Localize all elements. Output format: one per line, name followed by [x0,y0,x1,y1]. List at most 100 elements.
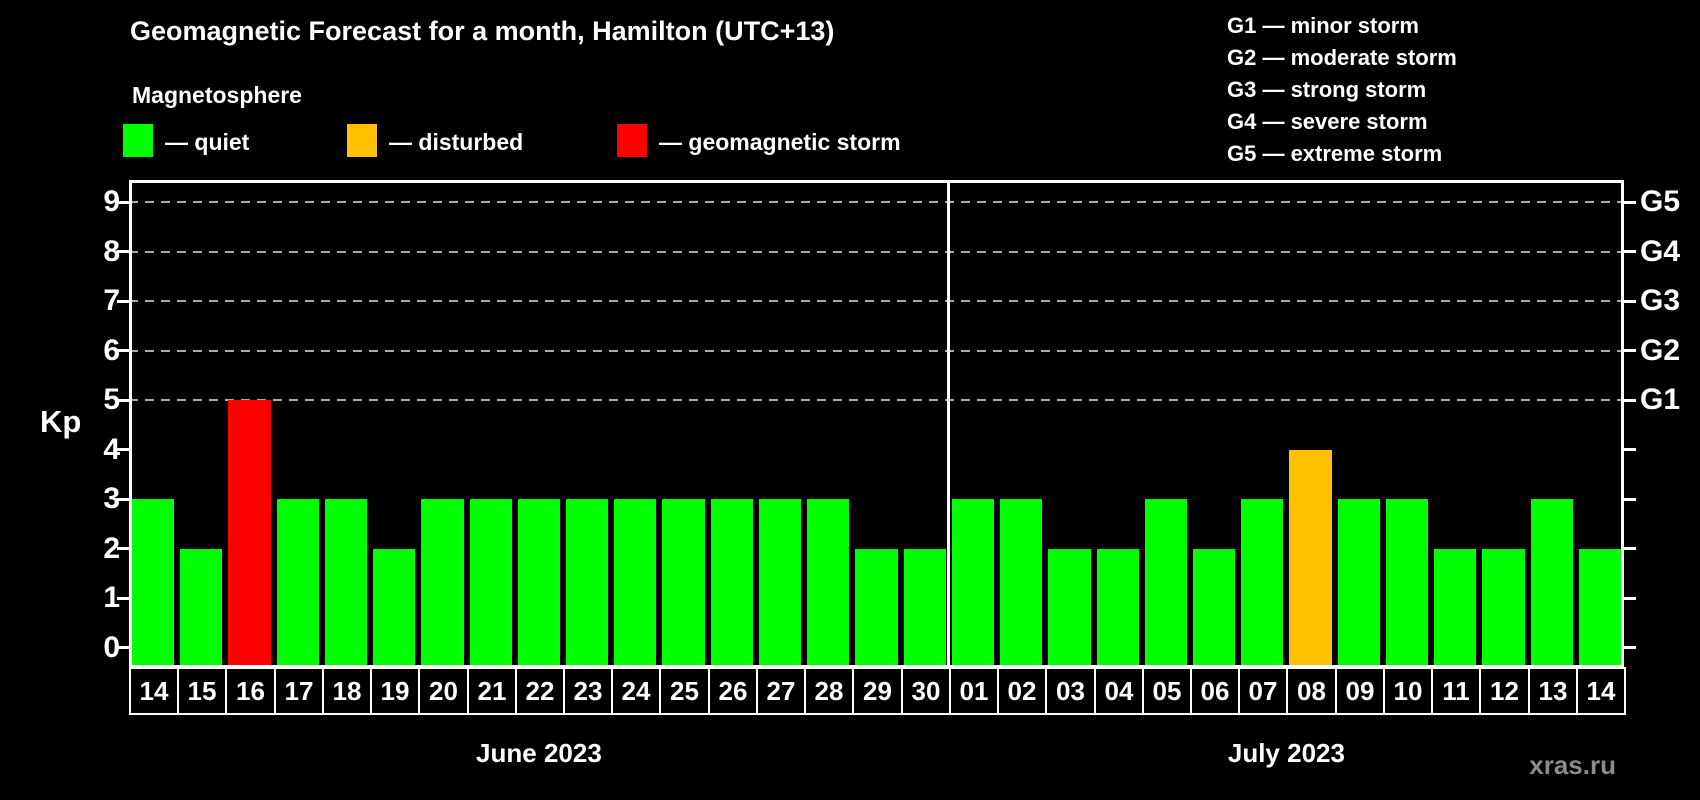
kp-bar-june-29 [855,548,898,665]
day-cell-july-01: 01 [949,667,999,715]
quiet-legend-swatch [123,124,153,157]
y-tick-left-3 [117,497,129,501]
right-axis-label-g1: G1 [1640,383,1681,417]
kp-bar-june-16 [228,400,271,665]
chart-title: Geomagnetic Forecast for a month, Hamilt… [130,16,835,46]
kp-bar-june-30 [903,548,946,665]
gridline-kp8 [129,250,1624,253]
watermark: xras.ru [1529,750,1616,780]
day-cell-july-05: 05 [1142,667,1192,715]
storm-legend-label: — geomagnetic storm [659,129,901,155]
gridline-kp5 [129,399,1624,402]
day-cell-july-09: 09 [1335,667,1385,715]
y-tick-right-0 [1624,646,1636,650]
day-cell-july-11: 11 [1431,667,1481,715]
day-cell-july-07: 07 [1238,667,1288,715]
y-tick-label-6: 6 [103,333,120,367]
quiet-legend-label: — quiet [165,129,250,155]
kp-bar-june-20 [421,499,464,665]
y-tick-right-1 [1624,596,1636,600]
y-tick-left-1 [117,596,129,600]
day-cell-june-16: 16 [225,667,276,715]
storm-scale-legend: G1 — minor storm G2 — moderate storm G3 — … [1227,10,1457,170]
kp-bar-june-24 [614,499,657,665]
day-cell-june-20: 20 [418,667,469,715]
kp-bar-july-11 [1434,548,1477,665]
gridline-kp7 [129,300,1624,303]
right-axis-label-g4: G4 [1640,234,1681,268]
kp-bar-july-04 [1096,548,1139,665]
day-cell-july-03: 03 [1045,667,1096,715]
disturbed-legend-label: — disturbed [389,129,524,155]
y-tick-label-9: 9 [103,185,120,219]
kp-bar-july-05 [1144,499,1187,665]
y-tick-right-4 [1624,448,1636,452]
day-cell-june-18: 18 [322,667,372,715]
kp-bar-july-13 [1530,499,1573,665]
storm-scale-item: G5 — extreme storm [1227,141,1443,166]
day-cell-july-13: 13 [1528,667,1578,715]
day-cell-june-29: 29 [852,667,903,715]
month-label-july: July 2023 [1227,738,1345,768]
kp-bar-july-14 [1578,548,1621,665]
y-tick-right-5 [1624,398,1636,402]
kp-bar-july-10 [1385,499,1429,665]
y-tick-left-7 [117,299,129,303]
y-tick-right-2 [1624,547,1636,551]
kp-bar-july-07 [1241,499,1284,665]
y-tick-right-9 [1624,200,1636,204]
y-tick-label-0: 0 [103,630,120,664]
y-tick-left-5 [117,398,129,402]
y-tick-left-4 [117,448,129,452]
disturbed-legend-swatch [347,124,377,157]
kp-bar-july-02 [1000,499,1043,665]
magnetosphere-heading: Magnetosphere [132,82,302,108]
kp-bar-june-19 [373,548,416,665]
day-cell-june-21: 21 [467,667,517,715]
day-cell-june-23: 23 [563,667,613,715]
kp-bar-june-22 [517,499,561,665]
day-cell-july-04: 04 [1094,667,1144,715]
y-tick-label-8: 8 [103,234,120,268]
y-tick-right-6 [1624,349,1636,353]
y-tick-label-5: 5 [103,383,120,417]
kp-bar-june-15 [180,548,223,665]
day-cell-july-06: 06 [1190,667,1240,715]
right-axis-label-g3: G3 [1640,284,1681,318]
day-cell-june-17: 17 [274,667,324,715]
kp-bar-june-23 [566,499,609,665]
y-tick-right-7 [1624,299,1636,303]
day-cell-july-10: 10 [1383,667,1433,715]
y-tick-left-8 [117,250,129,254]
y-tick-label-4: 4 [103,432,120,466]
day-cell-july-08: 08 [1286,667,1337,715]
y-tick-right-3 [1624,497,1636,501]
kp-bar-july-08 [1289,449,1332,665]
storm-scale-item: G3 — strong storm [1227,77,1427,102]
y-tick-label-7: 7 [103,284,120,318]
month-label-june: June 2023 [476,738,602,768]
storm-legend-swatch [617,124,647,157]
day-cell-june-14: 14 [129,667,179,715]
kp-bar-june-17 [276,499,319,665]
right-axis-label-g5: G5 [1640,185,1681,219]
kp-bar-july-12 [1482,548,1525,665]
storm-scale-item: G1 — minor storm [1227,13,1419,38]
y-tick-right-8 [1624,250,1636,254]
gridline-kp9 [129,201,1624,204]
y-tick-label-2: 2 [103,531,120,565]
kp-bar-july-09 [1337,499,1380,665]
y-tick-label-1: 1 [103,581,120,615]
y-tick-left-6 [117,349,129,353]
month-separator [947,183,951,668]
day-cell-june-24: 24 [611,667,661,715]
kp-bar-july-03 [1048,548,1091,665]
y-tick-label-3: 3 [103,482,120,516]
kp-bar-june-18 [324,499,368,665]
day-cell-july-12: 12 [1479,667,1530,715]
kp-bar-june-14 [132,499,175,665]
y-axis-title: Kp [40,404,82,439]
day-cell-june-28: 28 [804,667,854,715]
storm-scale-item: G2 — moderate storm [1227,45,1457,70]
